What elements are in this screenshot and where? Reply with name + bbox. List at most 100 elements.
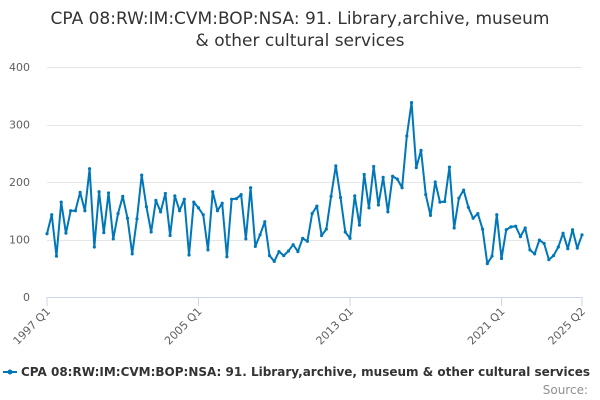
data-point[interactable] (211, 190, 215, 194)
data-point[interactable] (244, 237, 248, 241)
data-point[interactable] (504, 228, 508, 232)
data-point[interactable] (73, 209, 78, 213)
data-point[interactable] (192, 200, 196, 204)
data-point[interactable] (537, 238, 541, 242)
data-point[interactable] (386, 210, 390, 214)
data-point[interactable] (258, 233, 262, 237)
data-point[interactable] (324, 227, 328, 231)
data-point[interactable] (106, 191, 111, 195)
data-point[interactable] (102, 231, 106, 235)
data-point[interactable] (419, 148, 423, 152)
data-point[interactable] (443, 199, 447, 204)
data-point[interactable] (542, 241, 546, 246)
data-point[interactable] (509, 225, 513, 229)
data-point[interactable] (499, 256, 504, 261)
data-point[interactable] (215, 209, 220, 213)
data-point[interactable] (182, 197, 186, 201)
data-point[interactable] (438, 200, 442, 204)
data-point[interactable] (187, 253, 191, 257)
data-point[interactable] (277, 249, 281, 254)
data-point[interactable] (414, 166, 418, 170)
data-point[interactable] (173, 194, 177, 198)
data-point[interactable] (92, 245, 96, 249)
data-point[interactable] (64, 231, 68, 235)
data-point[interactable] (334, 164, 338, 168)
data-point[interactable] (372, 164, 376, 169)
data-point[interactable] (428, 213, 433, 217)
data-point[interactable] (97, 190, 101, 194)
data-point[interactable] (424, 193, 428, 197)
data-point[interactable] (471, 216, 475, 220)
data-point[interactable] (301, 236, 305, 240)
data-point[interactable] (310, 212, 314, 216)
data-point[interactable] (59, 200, 63, 204)
data-point[interactable] (144, 205, 149, 209)
data-point[interactable] (201, 213, 205, 217)
data-point[interactable] (357, 223, 362, 227)
data-point[interactable] (575, 246, 579, 250)
data-point[interactable] (329, 194, 333, 198)
data-point[interactable] (78, 190, 82, 194)
data-point[interactable] (452, 226, 456, 230)
data-point[interactable] (125, 216, 130, 220)
data-point[interactable] (116, 212, 120, 216)
data-point[interactable] (457, 196, 461, 200)
data-point[interactable] (433, 180, 437, 184)
data-point[interactable] (154, 198, 158, 202)
data-point[interactable] (111, 237, 115, 241)
data-point[interactable] (130, 252, 134, 256)
data-point[interactable] (282, 254, 286, 258)
credits[interactable]: Source: (543, 383, 588, 397)
data-point[interactable] (140, 173, 144, 177)
data-point[interactable] (159, 210, 163, 214)
data-point[interactable] (234, 197, 238, 201)
data-point[interactable] (523, 226, 527, 230)
data-point[interactable] (286, 249, 291, 253)
data-point[interactable] (409, 101, 414, 105)
data-point[interactable] (556, 245, 560, 249)
data-point[interactable] (253, 244, 257, 248)
data-point[interactable] (566, 247, 570, 251)
data-point[interactable] (121, 194, 125, 198)
data-point[interactable] (272, 259, 276, 263)
data-point[interactable] (338, 195, 343, 200)
data-point[interactable] (561, 231, 565, 235)
data-point[interactable] (135, 217, 139, 221)
data-point[interactable] (547, 258, 551, 262)
data-point[interactable] (466, 205, 470, 209)
data-point[interactable] (83, 209, 87, 213)
data-point[interactable] (528, 248, 532, 252)
data-point[interactable] (580, 233, 584, 237)
data-point[interactable] (263, 220, 267, 224)
data-point[interactable] (447, 165, 452, 169)
data-point[interactable] (533, 252, 537, 256)
data-point[interactable] (320, 233, 324, 238)
data-point[interactable] (514, 224, 518, 228)
data-point[interactable] (462, 188, 466, 192)
data-point[interactable] (267, 254, 272, 258)
series-line[interactable] (46, 101, 583, 265)
legend[interactable]: CPA 08:RW:IM:CVM:BOP:NSA: 91. Library,ar… (3, 365, 590, 379)
data-point[interactable] (168, 233, 172, 238)
data-point[interactable] (305, 239, 309, 243)
data-point[interactable] (400, 186, 404, 190)
data-point[interactable] (570, 228, 575, 232)
data-point[interactable] (239, 193, 243, 197)
data-point[interactable] (348, 236, 352, 240)
data-point[interactable] (376, 203, 381, 207)
data-point[interactable] (196, 206, 201, 210)
data-point[interactable] (551, 254, 556, 258)
data-point[interactable] (220, 201, 224, 205)
data-point[interactable] (490, 254, 494, 258)
data-point[interactable] (476, 212, 480, 216)
data-point[interactable] (291, 243, 295, 247)
data-point[interactable] (88, 167, 92, 171)
data-point[interactable] (367, 206, 371, 210)
data-point[interactable] (362, 172, 366, 177)
data-point[interactable] (485, 262, 489, 266)
data-point[interactable] (69, 209, 73, 213)
data-point[interactable] (54, 254, 59, 258)
data-point[interactable] (395, 177, 399, 181)
legend-label[interactable]: CPA 08:RW:IM:CVM:BOP:NSA: 91. Library,ar… (21, 365, 590, 379)
data-point[interactable] (149, 230, 153, 234)
